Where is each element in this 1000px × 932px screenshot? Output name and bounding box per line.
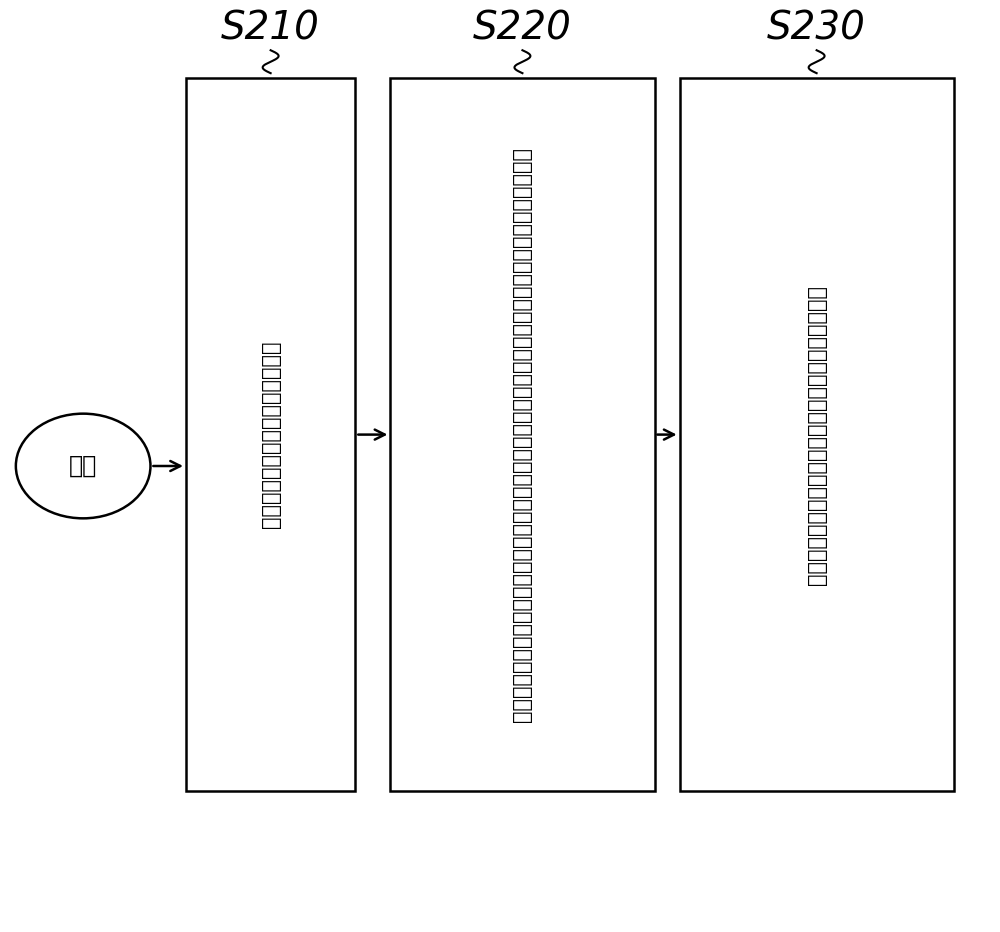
Bar <box>680 78 954 791</box>
Ellipse shape <box>16 414 150 518</box>
Text: 基于平均负载情形以及判断结果决定存取点的传送范围: 基于平均负载情形以及判断结果决定存取点的传送范围 <box>807 284 827 584</box>
Text: S220: S220 <box>473 9 572 48</box>
Text: 计算在时间区间内的平均负载情形: 计算在时间区间内的平均负载情形 <box>261 341 281 528</box>
Bar <box>186 78 355 791</box>
Text: S210: S210 <box>221 9 320 48</box>
Bar <box>390 78 655 791</box>
Text: 判断交换器是否处于第一模式或存取点的第二系统时间是否属于第二预设时间区间，并据以产生判断结果: 判断交换器是否处于第一模式或存取点的第二系统时间是否属于第二预设时间区间，并据以… <box>512 147 532 722</box>
Text: 开始: 开始 <box>69 454 97 478</box>
Text: S230: S230 <box>767 9 866 48</box>
